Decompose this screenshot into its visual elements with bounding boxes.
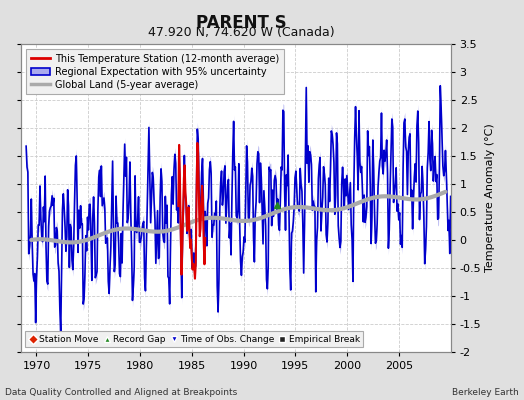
Text: Data Quality Controlled and Aligned at Breakpoints: Data Quality Controlled and Aligned at B… — [5, 388, 237, 397]
Text: Berkeley Earth: Berkeley Earth — [452, 388, 519, 397]
Y-axis label: Temperature Anomaly (°C): Temperature Anomaly (°C) — [485, 124, 496, 272]
Legend: Station Move, Record Gap, Time of Obs. Change, Empirical Break: Station Move, Record Gap, Time of Obs. C… — [26, 331, 364, 348]
Text: 47.920 N, 74.620 W (Canada): 47.920 N, 74.620 W (Canada) — [148, 26, 334, 39]
Text: PARENT S: PARENT S — [196, 14, 286, 32]
